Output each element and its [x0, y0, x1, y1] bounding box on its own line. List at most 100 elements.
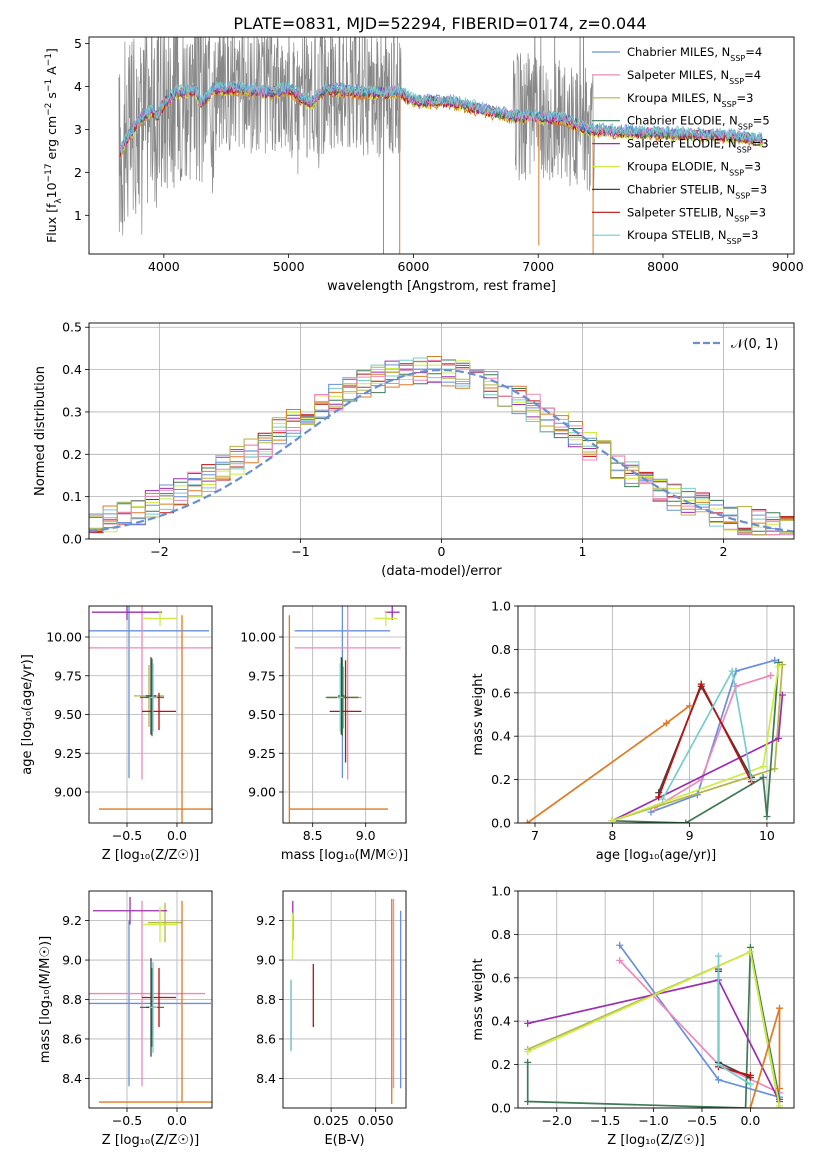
x-axis-label: age [log₁₀(age/yr)] [596, 848, 717, 863]
y-tick-label: 9.75 [248, 668, 276, 683]
x-tick-label: 9 [686, 828, 694, 843]
x-axis-label: wavelength [Angstrom, rest frame] [327, 279, 556, 294]
x-axis-label: E(B-V) [324, 1133, 364, 1148]
x-tick-label: −0.5 [687, 1113, 717, 1128]
x-tick-label: 6000 [398, 259, 430, 274]
weight-point-marker [775, 1084, 783, 1092]
plot-area [524, 941, 783, 1108]
axes-frame: −0.5 0.0 9.00 9.25 9.50 9.75 10.00 Z [log₁₀(Z/Z… [20, 605, 213, 863]
y-tick-label: 0.6 [491, 685, 511, 700]
weight-point-marker [778, 661, 786, 669]
axes-frame: 4000 5000 6000 7000 8000 9000 1 2 3 4 5 wavelength … [44, 36, 804, 294]
y-tick-label: 0.0 [62, 532, 82, 547]
y-tick-label: 9.50 [248, 707, 276, 722]
y-tick-label: 0.3 [62, 404, 82, 419]
weight-point-marker [647, 808, 655, 816]
y-tick-label: 5 [74, 36, 82, 51]
y-tick-label: 8.8 [62, 992, 82, 1007]
axes-border [517, 605, 795, 824]
weight-point-marker [771, 656, 779, 664]
y-tick-label: 9.50 [54, 707, 82, 722]
y-tick-label: 9.75 [54, 668, 82, 683]
weight-series-line [611, 694, 784, 822]
axes-frame: 8.5 9.0 9.00 9.25 9.50 9.75 10.00 mass [log₁₀(M… [240, 605, 408, 863]
weight-point-marker [767, 671, 775, 679]
weight-point-marker [608, 817, 616, 823]
weight-point-marker [775, 1004, 783, 1012]
y-tick-label: 0.2 [62, 447, 82, 462]
x-tick-label: −1 [291, 544, 309, 559]
weight-series-line [526, 947, 781, 1108]
weight-point-marker [728, 667, 736, 675]
residual-histogram [89, 364, 794, 535]
weight-point-marker [659, 795, 667, 803]
y-tick-label: 1.0 [491, 599, 511, 614]
axes-frame: −2.0 −1.5 −1.0 −0.5 0.0 0.0 0.2 0.4 0.6 0.8 1.0 Z [… [471, 884, 795, 1148]
x-tick-label: 8 [608, 828, 616, 843]
axes-frame: 7 8 9 10 0.0 0.2 0.4 0.6 0.8 1.0 age [log₁₀(age/yr… [471, 599, 795, 863]
y-tick-label: 10.00 [46, 630, 82, 645]
x-tick-label: 9000 [772, 259, 804, 274]
axes-frame: −0.5 0.0 8.4 8.6 8.8 9.0 9.2 Z [log₁₀(Z/Z☉)] mas… [38, 890, 213, 1148]
legend-entry: Kroupa STELIB, NSSP=3 [627, 228, 758, 246]
normal-reference-curve [89, 368, 794, 533]
weight-point-marker [682, 819, 690, 823]
y-axis-label: mass weight [471, 673, 486, 755]
weight-point-marker [746, 948, 754, 956]
y-tick-label: 8.6 [62, 1031, 82, 1046]
plot-area [89, 606, 212, 823]
plot-area [290, 898, 402, 1105]
weight-point-marker [714, 1061, 722, 1069]
y-tick-label: 8.4 [256, 1071, 276, 1086]
residual-histogram [89, 359, 794, 536]
y-tick-label: 8.8 [256, 992, 276, 1007]
plot-area [523, 656, 786, 823]
weight-series-line [650, 659, 775, 813]
x-axis-label: (data-model)/error [381, 564, 502, 579]
legend-entry: 𝒩(0, 1) [731, 337, 778, 352]
x-axis-label: Z [log₁₀(Z/Z☉)] [607, 1133, 704, 1148]
legend-entry: Salpeter ELODIE, NSSP=3 [627, 137, 769, 155]
weight-point-marker [524, 1058, 532, 1066]
legend-entry: Salpeter MILES, NSSP=4 [627, 68, 761, 86]
x-tick-label: 0.0 [167, 828, 187, 843]
weight-point-marker [662, 719, 670, 727]
x-tick-label: −0.5 [112, 1113, 142, 1128]
suptitle: PLATE=0831, MJD=52294, FIBERID=0174, z=0… [233, 14, 646, 33]
x-tick-label: 0.0 [740, 1113, 760, 1128]
y-tick-label: 8.6 [256, 1031, 276, 1046]
plot-area [288, 606, 401, 823]
panel-spectrum: 4000 5000 6000 7000 8000 9000 1 2 3 4 5 wavelength … [44, 36, 804, 294]
weight-series-line [612, 662, 780, 823]
axes-frame: −2 −1 0 1 2 0.0 0.1 0.2 0.3 0.4 0.5 (data-model)/er… [33, 320, 795, 579]
weight-point-marker [616, 956, 624, 964]
x-tick-label: −2.0 [542, 1113, 572, 1128]
legend-entry: Kroupa MILES, NSSP=3 [627, 91, 753, 109]
residual-histogram [89, 361, 794, 536]
weight-point-marker [763, 812, 771, 820]
weight-point-marker [714, 952, 722, 960]
y-tick-label: 8.4 [62, 1071, 82, 1086]
weight-point-marker [697, 680, 705, 688]
x-tick-label: −2 [150, 544, 168, 559]
x-tick-label: 0.0 [167, 1113, 187, 1128]
x-tick-label: 0.050 [358, 1113, 394, 1128]
y-axis-label: Flux [fλ10−17 erg cm−2 s−1 A−1] [44, 48, 64, 243]
y-tick-label: 9.00 [248, 785, 276, 800]
y-tick-label: 0.2 [491, 772, 511, 787]
y-tick-label: 0.6 [491, 970, 511, 985]
y-tick-label: 0.4 [62, 362, 82, 377]
y-tick-label: 4 [74, 79, 82, 94]
weight-point-marker [524, 1097, 532, 1105]
y-tick-label: 0.4 [491, 1014, 511, 1029]
weight-point-marker [759, 763, 767, 771]
x-axis-label: Z [log₁₀(Z/Z☉)] [102, 1133, 199, 1148]
legend-entry: Kroupa ELODIE, NSSP=3 [627, 160, 761, 178]
axes-frame: 0.025 0.050 8.4 8.6 8.8 9.0 9.2 E(B-V) [256, 890, 407, 1148]
plot-area [118, 37, 764, 254]
y-tick-label: 9.2 [62, 913, 82, 928]
y-tick-label: 1.0 [491, 884, 511, 899]
panel-age-vs-weight: 7 8 9 10 0.0 0.2 0.4 0.6 0.8 1.0 age [log₁₀(age/yr… [471, 599, 795, 863]
y-tick-label: 2 [74, 165, 82, 180]
